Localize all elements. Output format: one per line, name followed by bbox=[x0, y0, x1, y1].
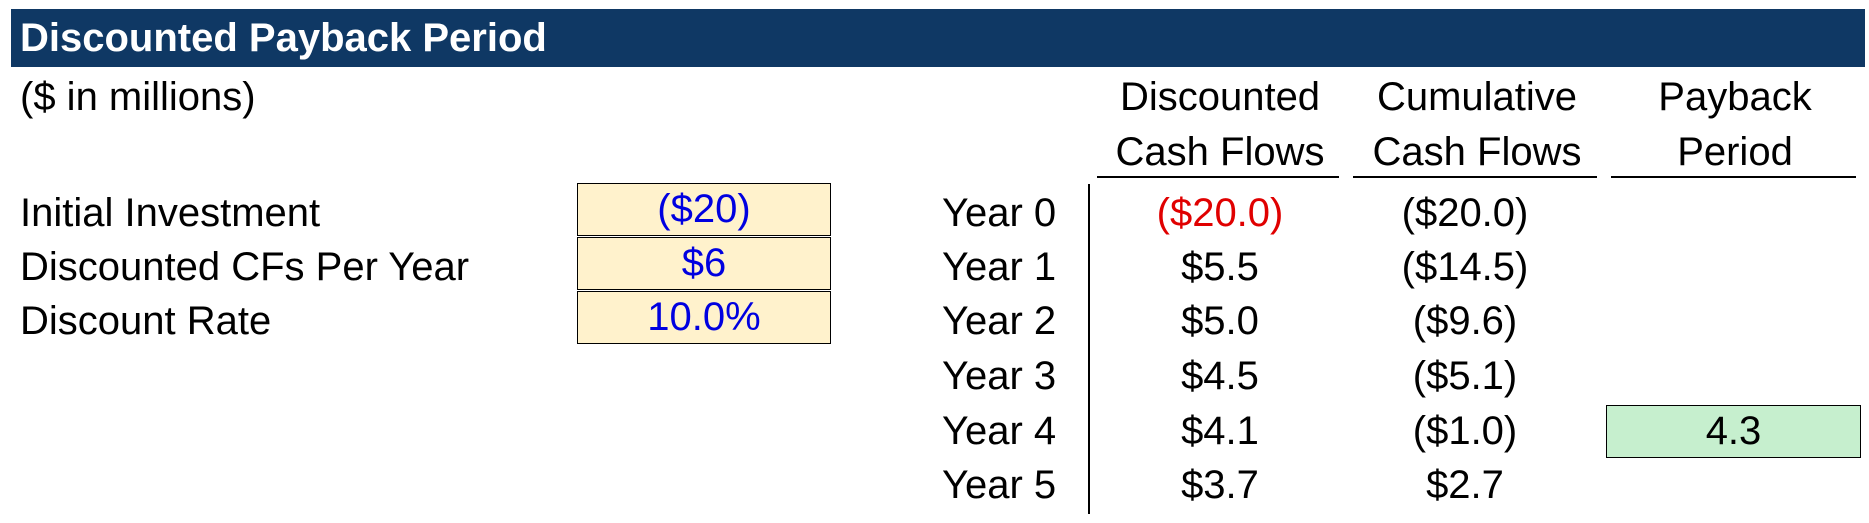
discounted-cf-cell: $3.7 bbox=[1181, 463, 1259, 507]
discounted-cf-cell: $5.0 bbox=[1181, 299, 1259, 343]
input-label-initial-investment: Initial Investment bbox=[20, 191, 321, 235]
cumulative-cf-cell: ($14.5) bbox=[1401, 245, 1529, 289]
discounted-cf-per-year-input[interactable]: $6 bbox=[577, 237, 831, 290]
year-label: Year 3 bbox=[942, 354, 1057, 398]
header-underline-cumulative bbox=[1353, 176, 1597, 178]
cumulative-cf-cell: ($20.0) bbox=[1401, 191, 1529, 235]
year-label: Year 2 bbox=[942, 299, 1057, 343]
year-label: Year 5 bbox=[942, 463, 1057, 507]
header-underline-payback bbox=[1611, 176, 1856, 178]
cumulative-cf-cell: ($9.6) bbox=[1412, 299, 1518, 343]
year-label: Year 1 bbox=[942, 245, 1057, 289]
header-cumulative-line1: Cumulative bbox=[1376, 75, 1578, 119]
year-label: Year 4 bbox=[942, 409, 1057, 453]
discounted-cf-cell: $4.5 bbox=[1181, 354, 1259, 398]
header-payback-line1: Payback bbox=[1658, 75, 1812, 119]
cumulative-cf-cell: ($1.0) bbox=[1412, 409, 1518, 453]
header-cumulative-line2: Cash Flows bbox=[1372, 130, 1582, 174]
header-discounted-line2: Cash Flows bbox=[1115, 130, 1325, 174]
year-label: Year 0 bbox=[942, 191, 1057, 235]
title-bar bbox=[11, 9, 1865, 67]
cumulative-cf-cell: ($5.1) bbox=[1412, 354, 1518, 398]
year-column-divider bbox=[1088, 184, 1090, 514]
cumulative-cf-cell: $2.7 bbox=[1426, 463, 1504, 507]
sheet-title: Discounted Payback Period bbox=[20, 16, 547, 60]
units-label: ($ in millions) bbox=[20, 75, 256, 119]
input-label-discounted-cfs: Discounted CFs Per Year bbox=[20, 245, 470, 289]
header-discounted-line1: Discounted bbox=[1119, 75, 1321, 119]
payback-period-result[interactable]: 4.3 bbox=[1606, 405, 1861, 458]
input-label-discount-rate: Discount Rate bbox=[20, 299, 272, 343]
discounted-cf-cell: $4.1 bbox=[1181, 409, 1259, 453]
discounted-cf-cell: ($20.0) bbox=[1156, 191, 1284, 235]
discount-rate-input[interactable]: 10.0% bbox=[577, 291, 831, 344]
header-underline-discounted bbox=[1097, 176, 1339, 178]
discounted-cf-cell: $5.5 bbox=[1181, 245, 1259, 289]
initial-investment-input[interactable]: ($20) bbox=[577, 183, 831, 236]
header-payback-line2: Period bbox=[1677, 130, 1793, 174]
